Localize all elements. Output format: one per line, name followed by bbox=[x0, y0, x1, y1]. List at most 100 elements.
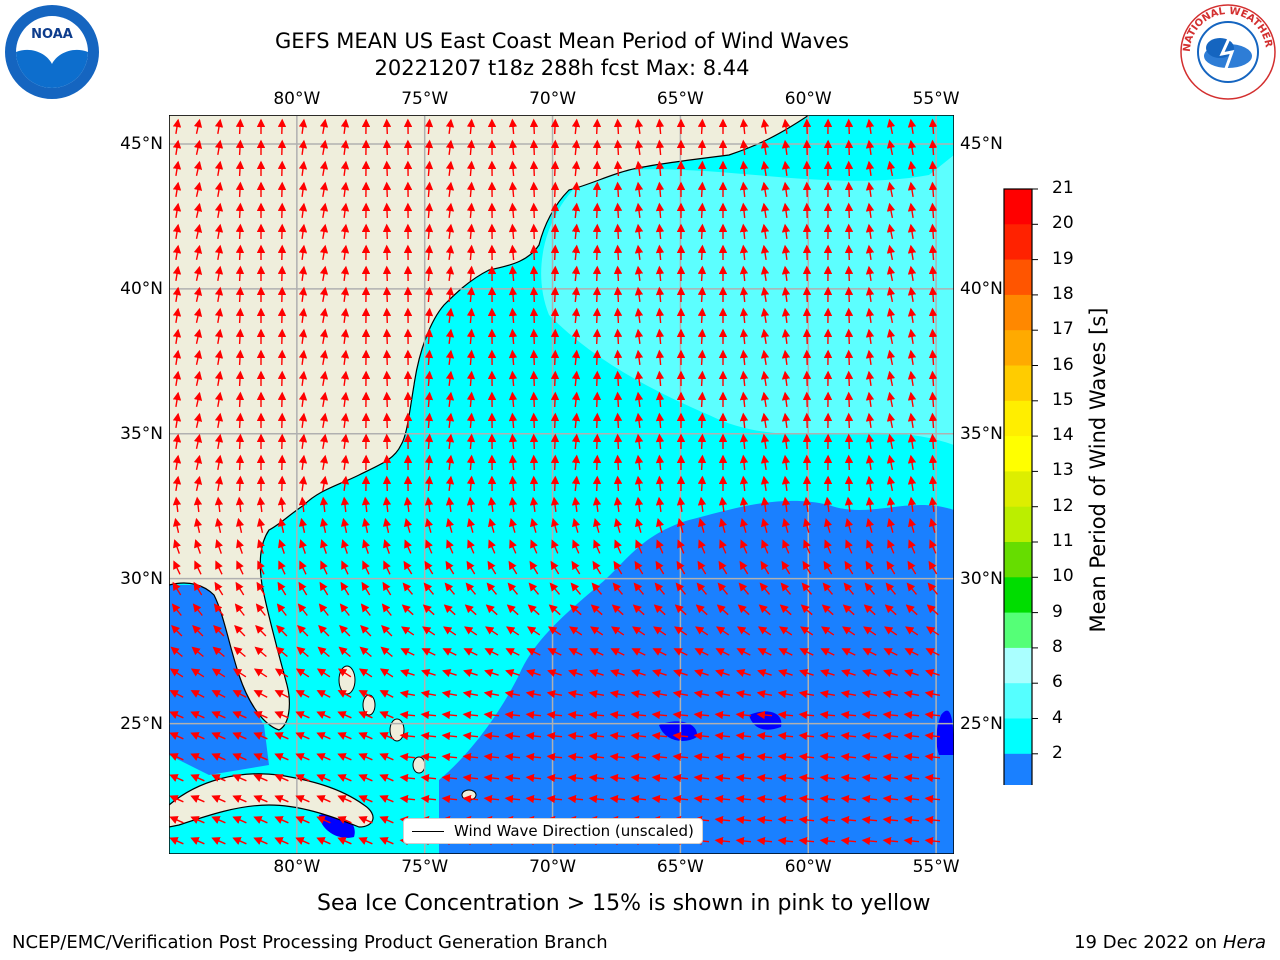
wave-direction-arrow bbox=[298, 581, 308, 596]
wave-direction-arrow bbox=[571, 244, 581, 261]
wave-direction-arrow bbox=[907, 139, 917, 156]
wave-direction-arrow bbox=[172, 496, 182, 513]
wave-direction-arrow bbox=[924, 689, 941, 699]
wave-direction-arrow bbox=[340, 244, 350, 260]
wave-direction-arrow bbox=[274, 753, 289, 761]
wave-direction-arrow bbox=[843, 582, 855, 595]
wave-direction-arrow bbox=[655, 412, 665, 429]
wave-direction-arrow bbox=[211, 795, 226, 803]
colorbar-segment bbox=[1004, 753, 1032, 785]
wave-direction-arrow bbox=[697, 454, 707, 471]
lat-tick-left: 25°N bbox=[120, 713, 163, 734]
wave-direction-arrow bbox=[424, 349, 434, 366]
wave-direction-arrow bbox=[883, 648, 898, 656]
wave-direction-arrow bbox=[673, 648, 688, 656]
wave-direction-arrow bbox=[655, 202, 665, 219]
wave-direction-arrow bbox=[714, 836, 731, 846]
wave-direction-arrow bbox=[445, 328, 455, 344]
wave-direction-arrow bbox=[865, 391, 875, 408]
wave-direction-arrow bbox=[338, 646, 351, 658]
wave-direction-arrow bbox=[697, 139, 707, 156]
wave-direction-arrow bbox=[214, 286, 224, 303]
wave-direction-arrow bbox=[760, 265, 770, 282]
wave-direction-arrow bbox=[756, 794, 773, 804]
wave-direction-arrow bbox=[739, 139, 749, 156]
wave-direction-arrow bbox=[172, 475, 182, 492]
wave-direction-arrow bbox=[319, 307, 329, 324]
wave-direction-arrow bbox=[756, 773, 773, 783]
wave-direction-arrow bbox=[697, 433, 707, 450]
wave-direction-arrow bbox=[903, 731, 920, 741]
wave-direction-arrow bbox=[823, 560, 833, 575]
wave-direction-arrow bbox=[298, 265, 308, 281]
wave-direction-arrow bbox=[588, 689, 605, 699]
wave-direction-arrow bbox=[547, 669, 562, 677]
wave-direction-arrow bbox=[401, 626, 415, 636]
colorbar-tick-label: 9 bbox=[1052, 601, 1063, 622]
wave-direction-arrow bbox=[571, 412, 581, 429]
wave-direction-arrow bbox=[525, 689, 542, 699]
wave-direction-arrow bbox=[798, 815, 815, 825]
wave-direction-arrow bbox=[211, 816, 226, 824]
wave-direction-arrow bbox=[886, 139, 896, 156]
wave-direction-arrow bbox=[824, 539, 832, 554]
wave-direction-arrow bbox=[193, 160, 203, 176]
wave-direction-arrow bbox=[173, 539, 181, 554]
wave-direction-arrow bbox=[866, 539, 874, 554]
wave-direction-arrow bbox=[319, 581, 329, 596]
wave-direction-arrow bbox=[424, 517, 434, 533]
wave-direction-arrow bbox=[718, 496, 728, 512]
wave-direction-arrow bbox=[865, 496, 875, 512]
wave-direction-arrow bbox=[861, 836, 878, 846]
wave-direction-arrow bbox=[193, 244, 203, 260]
wave-direction-arrow bbox=[760, 244, 770, 261]
wave-direction-arrow bbox=[885, 582, 897, 595]
wave-direction-arrow bbox=[613, 328, 623, 345]
wave-direction-arrow bbox=[214, 181, 224, 198]
wave-direction-arrow bbox=[505, 669, 520, 677]
wave-direction-arrow bbox=[569, 626, 583, 636]
wave-direction-arrow bbox=[760, 412, 770, 429]
wave-direction-arrow bbox=[865, 202, 875, 219]
wave-direction-arrow bbox=[613, 307, 623, 324]
wave-direction-arrow bbox=[295, 732, 310, 740]
wave-direction-arrow bbox=[777, 773, 794, 783]
wave-direction-arrow bbox=[214, 496, 224, 513]
wave-direction-arrow bbox=[798, 689, 815, 699]
wave-direction-arrow bbox=[466, 139, 476, 156]
wave-direction-arrow bbox=[381, 625, 393, 637]
wave-direction-arrow bbox=[211, 753, 226, 761]
wave-direction-arrow bbox=[525, 773, 542, 783]
wave-direction-arrow bbox=[777, 794, 794, 804]
wave-direction-arrow bbox=[571, 475, 581, 492]
wave-direction-arrow bbox=[257, 560, 265, 575]
wave-direction-arrow bbox=[654, 582, 666, 595]
wave-direction-arrow bbox=[760, 349, 770, 366]
wave-direction-arrow bbox=[840, 815, 857, 825]
wave-direction-arrow bbox=[697, 286, 707, 303]
wave-direction-arrow bbox=[235, 139, 245, 156]
wave-direction-arrow bbox=[466, 370, 476, 387]
lat-tick-left: 35°N bbox=[120, 423, 163, 444]
wave-direction-arrow bbox=[907, 181, 917, 198]
chart-subtitle-date: 20221207 t18z 288h fcst Max: 8.44 bbox=[374, 56, 750, 80]
wave-direction-arrow bbox=[760, 370, 770, 387]
wave-direction-arrow bbox=[735, 710, 752, 720]
wave-direction-arrow bbox=[525, 710, 542, 720]
wave-direction-arrow bbox=[529, 265, 539, 282]
wave-direction-arrow bbox=[756, 752, 773, 762]
wave-direction-arrow bbox=[611, 604, 624, 616]
wave-direction-arrow bbox=[193, 202, 203, 218]
wave-direction-arrow bbox=[445, 265, 455, 281]
wave-direction-arrow bbox=[907, 118, 917, 135]
wave-direction-arrow bbox=[337, 732, 352, 740]
wave-direction-arrow bbox=[613, 349, 623, 366]
wave-direction-arrow bbox=[694, 648, 709, 656]
wave-direction-arrow bbox=[591, 582, 603, 595]
wave-direction-arrow bbox=[739, 370, 749, 387]
wave-direction-arrow bbox=[297, 603, 308, 616]
wave-direction-arrow bbox=[214, 307, 224, 324]
wave-direction-arrow bbox=[233, 646, 246, 658]
colorbar-segment bbox=[1004, 612, 1032, 649]
wave-direction-arrow bbox=[485, 626, 499, 636]
